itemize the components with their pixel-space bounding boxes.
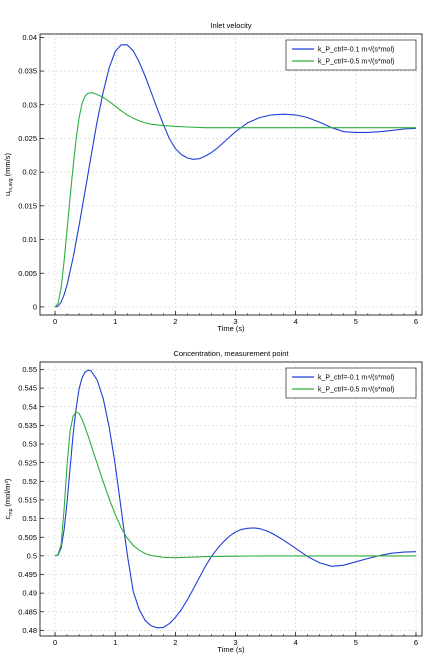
x-tick-label: 1 bbox=[113, 638, 117, 647]
y-tick-label: 0.02 bbox=[22, 168, 37, 177]
series-line bbox=[54, 411, 416, 559]
plot-area bbox=[39, 33, 423, 316]
series-line bbox=[54, 369, 417, 629]
y-tick-label: 0.485 bbox=[18, 607, 37, 616]
y-tick-label: 0.545 bbox=[18, 384, 37, 393]
chart-title: Inlet velocity bbox=[210, 21, 252, 30]
y-tick-label: 0.015 bbox=[18, 201, 37, 210]
y-tick-label: 0.54 bbox=[22, 402, 37, 411]
x-tick-label: 0 bbox=[53, 638, 57, 647]
x-tick-label: 6 bbox=[414, 638, 418, 647]
legend-label: k_P_ctrl=-0.5 m⁴/(s*mol) bbox=[318, 59, 394, 66]
x-tick-label: 2 bbox=[173, 317, 177, 326]
y-tick-label: 0.5 bbox=[27, 551, 37, 560]
x-tick-label: 5 bbox=[354, 317, 358, 326]
y-tick-label: 0.005 bbox=[18, 269, 37, 278]
y-tick-label: 0.53 bbox=[22, 440, 37, 449]
y-tick-label: 0.52 bbox=[22, 477, 37, 486]
x-axis-label: Time (s) bbox=[217, 324, 245, 333]
legend-box bbox=[285, 367, 417, 399]
chart-1: Inlet velocity 0 1 2 3 4 5 6 0 0.005 0.01 0.015 0.02… bbox=[3, 21, 423, 333]
series-line bbox=[54, 44, 417, 308]
y-tick-label: 0.505 bbox=[18, 533, 37, 542]
y-tick-label: 0.03 bbox=[22, 100, 37, 109]
x-tick-label: 1 bbox=[113, 317, 117, 326]
series-line bbox=[54, 92, 416, 308]
y-tick-label: 0.51 bbox=[22, 514, 37, 523]
x-tick-label: 2 bbox=[173, 638, 177, 647]
x-tick-label: 6 bbox=[414, 317, 418, 326]
legend-label: k_P_ctrl=-0.1 m⁴/(s*mol) bbox=[318, 47, 394, 54]
x-tick-label: 3 bbox=[233, 317, 237, 326]
y-tick-label: 0.525 bbox=[18, 458, 37, 467]
y-tick-label: 0.025 bbox=[18, 134, 37, 143]
y-axis-label: uin,avg (mm/s) bbox=[3, 153, 14, 196]
y-tick-label: 0.515 bbox=[18, 496, 37, 505]
y-tick-label: 0.495 bbox=[18, 570, 37, 579]
y-tick-label: 0.55 bbox=[22, 365, 37, 374]
x-tick-label: 3 bbox=[233, 638, 237, 647]
y-tick-label: 0.49 bbox=[22, 589, 37, 598]
x-axis-label: Time (s) bbox=[217, 645, 245, 654]
y-tick-label: 0.01 bbox=[22, 235, 37, 244]
plot-area bbox=[39, 361, 423, 637]
x-tick-label: 0 bbox=[53, 317, 57, 326]
y-tick-label: 0.035 bbox=[18, 67, 37, 76]
y-tick-label: 0.48 bbox=[22, 626, 37, 635]
y-axis-label: cmp (mol/m³) bbox=[3, 478, 14, 519]
legend-label: k_P_ctrl=-0.1 m⁴/(s*mol) bbox=[318, 375, 394, 382]
legend-label: k_P_ctrl=-0.5 m⁴/(s*mol) bbox=[318, 387, 394, 394]
x-tick-label: 4 bbox=[294, 317, 298, 326]
y-tick-label: 0.04 bbox=[22, 33, 37, 42]
legend-box bbox=[285, 39, 417, 71]
chart-title: Concentration, measurement point bbox=[173, 349, 289, 358]
x-tick-label: 5 bbox=[354, 638, 358, 647]
x-tick-label: 4 bbox=[294, 638, 298, 647]
chart-2: Concentration, measurement point 0 1 2 3 4 5 6 0… bbox=[3, 349, 423, 654]
y-tick-label: 0.535 bbox=[18, 421, 37, 430]
y-tick-label: 0 bbox=[33, 303, 37, 312]
